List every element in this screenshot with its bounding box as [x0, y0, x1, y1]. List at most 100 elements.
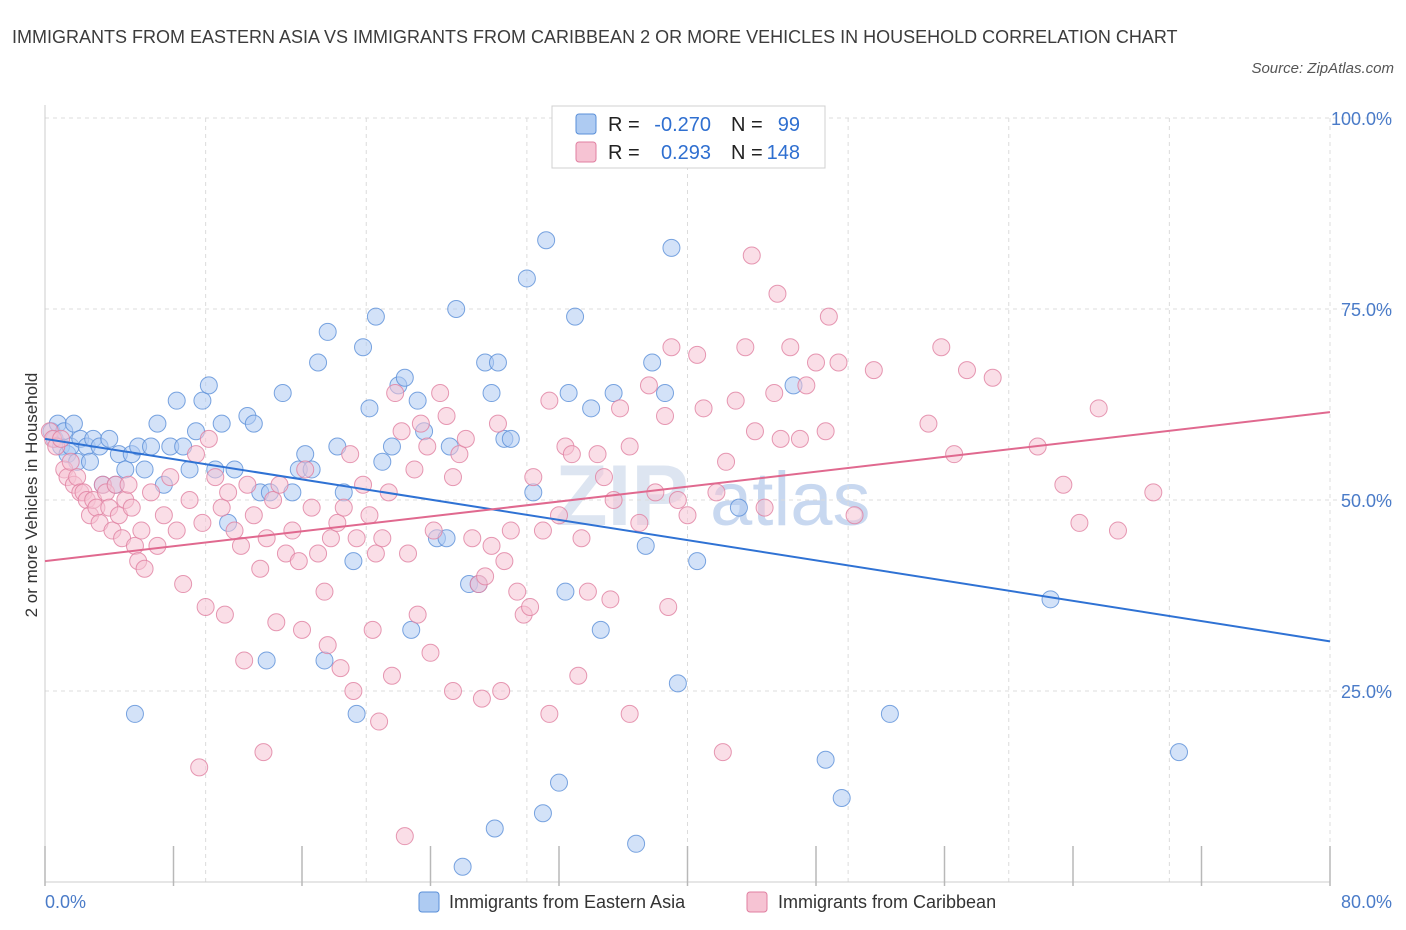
point-eastern-asia-70 — [501, 429, 520, 448]
point-caribbean-32 — [154, 506, 173, 525]
legend-n-label-1: N = — [731, 114, 763, 136]
point-eastern-asia-40 — [273, 384, 292, 403]
point-caribbean-148 — [382, 666, 401, 685]
point-caribbean-71 — [405, 460, 424, 479]
point-caribbean-160 — [713, 743, 732, 762]
point-caribbean-24 — [119, 475, 138, 494]
point-caribbean-58 — [321, 529, 340, 548]
point-eastern-asia-83 — [662, 238, 681, 257]
point-caribbean-47 — [251, 559, 270, 578]
point-eastern-asia-31 — [199, 376, 218, 395]
point-eastern-asia-94 — [257, 651, 276, 670]
point-eastern-asia-93 — [125, 704, 144, 723]
series-legend: Immigrants from Eastern Asia Immigrants … — [418, 891, 996, 913]
point-caribbean-104 — [646, 483, 665, 502]
point-eastern-asia-37 — [244, 414, 263, 433]
point-caribbean-153 — [492, 682, 511, 700]
x-tick-label-0: 0.0% — [45, 892, 86, 912]
y-tick-label-1: 50.0% — [1341, 491, 1392, 511]
point-caribbean-41 — [212, 498, 231, 517]
point-caribbean-149 — [408, 605, 427, 624]
point-eastern-asia-100 — [627, 834, 646, 853]
point-eastern-asia-15 — [100, 429, 119, 448]
point-eastern-asia-56 — [395, 368, 414, 387]
point-caribbean-37 — [186, 445, 205, 464]
point-caribbean-38 — [193, 513, 212, 532]
point-eastern-asia-96 — [347, 704, 366, 723]
point-eastern-asia-33 — [212, 414, 231, 433]
point-caribbean-111 — [707, 483, 726, 502]
point-eastern-asia-86 — [729, 498, 748, 517]
point-eastern-asia-72 — [524, 483, 543, 502]
point-caribbean-64 — [360, 506, 379, 525]
point-eastern-asia-26 — [167, 391, 186, 410]
point-caribbean-141 — [235, 651, 254, 670]
chart-title: IMMIGRANTS FROM EASTERN ASIA VS IMMIGRAN… — [12, 27, 1178, 47]
point-caribbean-77 — [443, 468, 462, 487]
point-caribbean-6 — [61, 452, 80, 471]
axes — [44, 105, 1331, 886]
point-caribbean-46 — [244, 506, 263, 525]
point-eastern-asia-30 — [193, 391, 212, 410]
point-caribbean-87 — [508, 582, 527, 601]
trend-line-caribbean — [44, 411, 1331, 563]
x-tick-label-1: 80.0% — [1341, 892, 1392, 912]
legend-swatch-pink — [575, 141, 597, 163]
bottom-legend-label-1: Immigrants from Eastern Asia — [449, 892, 686, 912]
legend-r-value-2: 0.293 — [661, 142, 711, 164]
point-caribbean-8 — [68, 468, 87, 487]
point-eastern-asia-77 — [582, 399, 601, 418]
point-caribbean-112 — [717, 452, 736, 471]
legend-r-label-2: R = — [608, 142, 640, 164]
point-caribbean-107 — [668, 491, 687, 509]
bottom-legend-label-2: Immigrants from Caribbean — [778, 892, 996, 912]
series-caribbean-points — [40, 246, 1163, 846]
point-caribbean-74 — [424, 521, 443, 540]
point-caribbean-96 — [578, 582, 597, 601]
point-caribbean-89 — [524, 468, 543, 487]
point-caribbean-39 — [199, 429, 218, 448]
chart-source: Source: ZipAtlas.com — [1251, 60, 1394, 77]
point-caribbean-75 — [431, 384, 450, 403]
point-caribbean-28 — [132, 521, 151, 540]
point-eastern-asia-73 — [537, 231, 556, 250]
point-eastern-asia-7 — [64, 414, 83, 433]
bottom-legend-swatch-blue — [418, 891, 440, 913]
point-caribbean-122 — [807, 353, 825, 372]
point-eastern-asia-74 — [556, 582, 575, 601]
point-caribbean-134 — [1054, 475, 1073, 494]
point-eastern-asia-78 — [591, 620, 610, 639]
point-eastern-asia-88 — [816, 750, 835, 769]
trend-line-eastern-asia — [44, 437, 1331, 643]
point-caribbean-85 — [495, 552, 514, 571]
point-eastern-asia-11 — [80, 452, 99, 471]
point-caribbean-86 — [501, 521, 520, 540]
series-eastern-asia-points — [42, 231, 1189, 876]
point-caribbean-138 — [1144, 483, 1163, 502]
point-caribbean-49 — [264, 491, 283, 509]
point-caribbean-162 — [768, 284, 787, 303]
point-caribbean-35 — [174, 575, 193, 594]
y-tick-labels: 25.0% 50.0% 75.0% 100.0% — [1331, 109, 1392, 702]
point-eastern-asia-71 — [517, 269, 536, 288]
y-tick-label-2: 75.0% — [1341, 300, 1392, 320]
point-caribbean-116 — [755, 498, 774, 517]
legend-swatch-blue — [575, 113, 597, 135]
point-caribbean-45 — [238, 475, 257, 494]
point-caribbean-55 — [302, 498, 321, 517]
correlation-legend: R = -0.270 N = 99 R = 0.293 N = 148 — [551, 105, 826, 169]
point-caribbean-82 — [476, 567, 495, 586]
point-caribbean-123 — [816, 422, 835, 441]
point-caribbean-101 — [620, 437, 639, 456]
point-caribbean-121 — [797, 376, 816, 395]
point-eastern-asia-21 — [135, 460, 154, 479]
watermark-zip: ZIP — [555, 448, 689, 544]
point-caribbean-91 — [540, 391, 559, 410]
point-eastern-asia-91 — [1041, 590, 1060, 609]
point-caribbean-159 — [659, 597, 678, 616]
point-caribbean-128 — [919, 414, 938, 433]
point-caribbean-135 — [1070, 513, 1089, 532]
point-caribbean-165 — [370, 712, 389, 731]
point-eastern-asia-49 — [344, 552, 363, 571]
